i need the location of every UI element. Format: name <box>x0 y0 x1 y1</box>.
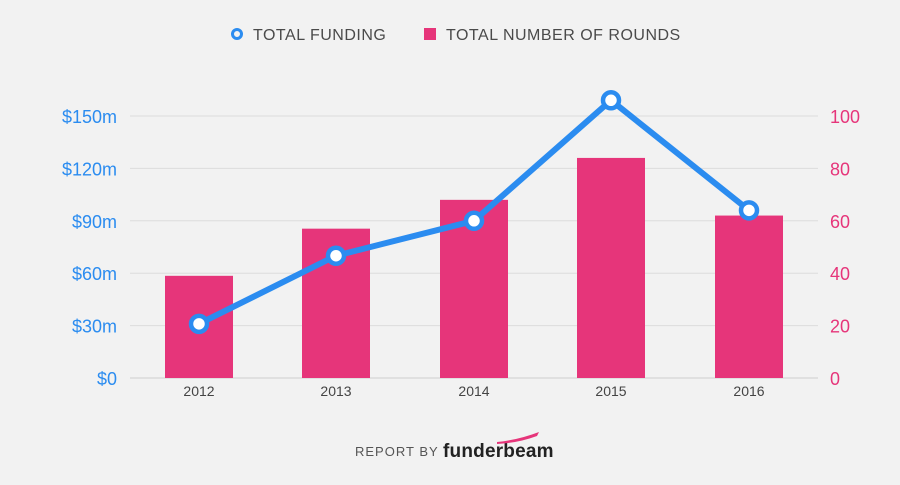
right-axis: 0 20 40 60 80 100 <box>830 107 860 389</box>
legend-bar-marker-icon <box>424 28 436 40</box>
right-tick-label: 100 <box>830 107 860 127</box>
left-tick-label: $60m <box>72 264 117 284</box>
legend-label-funding: TOTAL FUNDING <box>253 27 386 44</box>
brand-swoosh-icon <box>497 432 539 444</box>
legend: TOTAL FUNDING TOTAL NUMBER OF ROUNDS <box>231 27 681 44</box>
right-tick-label: 0 <box>830 369 840 389</box>
bar-2015 <box>577 157 645 378</box>
left-tick-label: $30m <box>72 317 117 337</box>
right-tick-label: 40 <box>830 264 850 284</box>
bar-series <box>165 157 783 378</box>
line-series <box>188 90 760 335</box>
point-2012 <box>188 313 210 335</box>
legend-item-rounds[interactable]: TOTAL NUMBER OF ROUNDS <box>424 27 681 44</box>
legend-line-marker-icon <box>231 28 243 40</box>
x-tick-label: 2013 <box>320 383 351 399</box>
x-tick-label: 2012 <box>183 383 214 399</box>
brand-logo[interactable]: funderbeam <box>443 432 554 462</box>
x-tick-label: 2014 <box>458 383 489 399</box>
right-tick-label: 60 <box>830 212 850 232</box>
right-tick-label: 80 <box>830 159 850 179</box>
left-tick-label: $90m <box>72 212 117 232</box>
report-by-label: REPORT BY <box>355 444 439 459</box>
footer: REPORT BY funderbeam <box>355 432 554 462</box>
brand-name: funderbeam <box>443 441 554 462</box>
left-tick-label: $0 <box>97 369 117 389</box>
left-axis: $0 $30m $60m $90m $120m $150m <box>62 107 117 389</box>
left-tick-label: $150m <box>62 107 117 127</box>
point-2015 <box>600 90 622 111</box>
bar-2016 <box>715 215 783 378</box>
right-tick-label: 20 <box>830 317 850 337</box>
point-2016 <box>738 200 760 221</box>
x-tick-label: 2015 <box>595 383 626 399</box>
legend-label-rounds: TOTAL NUMBER OF ROUNDS <box>446 27 681 44</box>
x-tick-label: 2016 <box>733 383 764 399</box>
x-axis: 2012 2013 2014 2015 2016 <box>183 383 764 399</box>
point-2014 <box>463 210 485 232</box>
point-2013 <box>325 245 347 266</box>
legend-item-funding[interactable]: TOTAL FUNDING <box>231 27 387 44</box>
left-tick-label: $120m <box>62 159 117 179</box>
